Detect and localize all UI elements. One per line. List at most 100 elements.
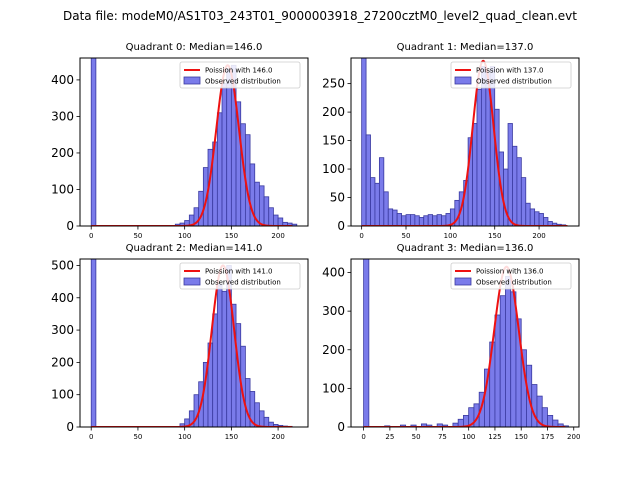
y-tick-label: 0 [66, 219, 74, 233]
histogram-bar [378, 157, 385, 226]
histogram-bar [216, 112, 223, 226]
histogram-bar [520, 177, 527, 226]
y-tick-label: 200 [51, 355, 74, 369]
histogram-bar [499, 295, 506, 427]
histogram-bar [221, 83, 228, 226]
y-tick-label: 400 [51, 73, 74, 87]
legend: Poission with 137.0 Observed distribution [450, 61, 572, 89]
histogram-bar [432, 215, 438, 226]
histogram-bar [291, 223, 298, 226]
x-tick-label: 200 [567, 433, 580, 441]
histogram-bar [361, 58, 367, 226]
x-tick-label: 150 [225, 433, 238, 441]
legend-box [450, 61, 572, 89]
histogram-bar [534, 211, 540, 226]
histogram-bar [510, 291, 517, 427]
histogram-bar [423, 215, 429, 226]
chart-panel-1: 0 50 100 150 200 0 50 100 150 200 250 Quadrant 1: M… [322, 42, 580, 240]
axes-frame [350, 258, 580, 428]
x-tick-label: 100 [462, 433, 475, 441]
histogram-bar [370, 177, 376, 226]
histogram-bar [259, 185, 265, 226]
histogram-bar [363, 259, 370, 427]
histogram-bar [254, 402, 260, 427]
histogram-bar [516, 157, 522, 226]
legend-label-fit: Poission with 141.0 [205, 268, 273, 276]
legend-bar-swatch [454, 277, 472, 286]
histogram-bar [216, 284, 223, 427]
x-tick-label: 200 [271, 433, 284, 441]
x-tick-label: 25 [385, 433, 394, 441]
histogram-bar [90, 259, 97, 427]
histogram-bar [383, 191, 389, 226]
histogram-bar [494, 314, 501, 427]
x-tick-label: 50 [133, 232, 142, 240]
histogram-bar [427, 214, 434, 226]
histogram-bar [505, 275, 512, 427]
poisson-fit-line [361, 59, 568, 226]
legend-bar-swatch [183, 76, 201, 85]
x-tick-label: 150 [488, 232, 501, 240]
histogram-bar [405, 214, 411, 226]
y-tick-label: 0 [337, 420, 345, 434]
histogram-bar [531, 384, 538, 427]
x-tick-label: 50 [412, 433, 421, 441]
chart-panel-3: 0 25 50 75 100 125 150 175 200 0 100 200 300 400 Quadr… [322, 243, 580, 441]
histogram-bar [259, 410, 265, 427]
histogram-bar [221, 290, 228, 427]
poisson-fit-line [91, 64, 293, 226]
x-tick-label: 100 [178, 433, 191, 441]
histogram-bar [392, 209, 398, 226]
x-tick-label: 50 [133, 433, 142, 441]
y-tick-label: 500 [51, 258, 74, 272]
x-tick-label: 175 [541, 433, 554, 441]
histogram-bar [525, 202, 531, 226]
histogram-bar [476, 88, 482, 226]
histogram-bar [90, 58, 97, 226]
y-tick-label: 200 [322, 105, 345, 119]
histogram-bar [543, 217, 549, 226]
y-tick-label: 150 [322, 134, 345, 148]
histogram-bar [374, 182, 380, 226]
histogram-bar [507, 123, 513, 226]
y-tick-label: 0 [66, 420, 74, 434]
y-tick-label: 100 [51, 182, 74, 196]
histogram-bar [472, 123, 478, 226]
x-tick-label: 100 [444, 232, 457, 240]
chart-panel-0: 0 50 100 150 200 0 100 200 300 400 Quadrant 0: Med… [51, 42, 309, 240]
x-tick-label: 0 [89, 232, 93, 240]
x-tick-label: 0 [361, 433, 365, 441]
histogram-bar [401, 215, 407, 226]
legend-label-observed: Observed distribution [205, 78, 281, 86]
y-tick-label: 200 [51, 146, 74, 160]
histogram-bar [512, 145, 518, 226]
y-tick-label: 100 [51, 388, 74, 402]
plot-area [90, 58, 298, 226]
y-tick-label: 200 [322, 343, 345, 357]
histogram-bar [198, 190, 204, 226]
legend-box [450, 262, 572, 290]
legend-label-fit: Poission with 136.0 [476, 268, 544, 276]
y-tick-label: 400 [322, 266, 345, 280]
x-tick-label: 100 [178, 232, 191, 240]
histogram-bar [365, 134, 371, 226]
histogram-bar [396, 213, 402, 226]
legend: Poission with 146.0 Observed distribution [179, 61, 301, 89]
y-tick-label: 50 [330, 191, 345, 205]
histogram-bar [268, 207, 274, 226]
x-tick-label: 150 [515, 433, 528, 441]
y-tick-label: 300 [51, 323, 74, 337]
chart-panel-2: 0 50 100 150 200 0 100 200 300 400 500 Quadrant 2: … [51, 243, 309, 441]
legend-label-observed: Observed distribution [476, 279, 552, 287]
histogram-bar [244, 378, 251, 427]
axes-frame [79, 57, 309, 227]
histogram-bar [441, 215, 447, 226]
legend-bar-swatch [454, 76, 472, 85]
x-tick-label: 200 [532, 232, 545, 240]
legend-box [179, 262, 301, 290]
figure-title: Data file: modeM0/AS1T03_243T01_90000039… [63, 9, 577, 23]
y-tick-label: 300 [51, 109, 74, 123]
x-tick-label: 125 [488, 433, 501, 441]
panel-title: Quadrant 2: Median=141.0 [126, 243, 263, 254]
y-tick-label: 100 [322, 381, 345, 395]
